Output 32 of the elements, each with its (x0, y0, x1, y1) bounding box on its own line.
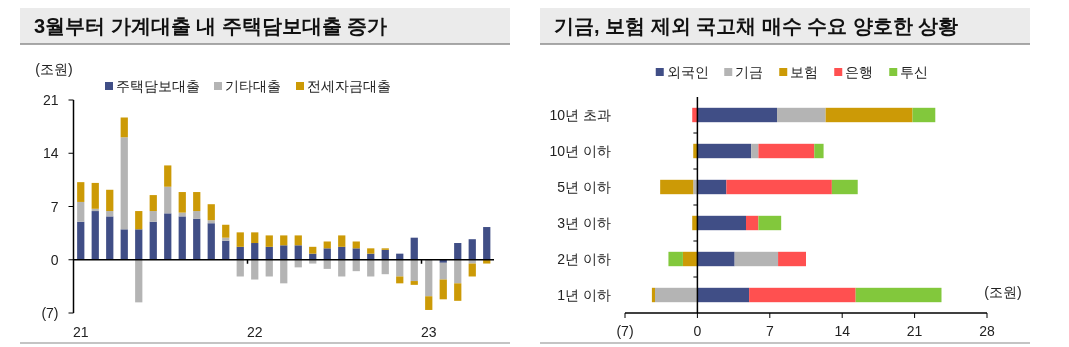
y-tick-label: 7 (50, 198, 59, 215)
x-tick-label: (7) (616, 323, 634, 339)
legend-label: 투신 (900, 64, 929, 80)
y-tick-label: 2년 이하 (557, 251, 611, 267)
x-tick-label: 14 (834, 323, 851, 339)
x-axis-title: (조원) (984, 284, 1022, 300)
y-tick-label: 0 (50, 251, 59, 268)
y-tick-label: 21 (42, 92, 59, 108)
x-tick-label: 0 (693, 323, 702, 339)
y-tick-label: 10년 초과 (549, 107, 611, 123)
y-tick-label: 5년 이하 (557, 179, 611, 195)
x-tick-label: 22 (246, 324, 263, 340)
y-tick-label: 10년 이하 (549, 143, 611, 159)
legend-label: 기타대출 (225, 78, 281, 94)
legend-label: 외국인 (666, 64, 709, 80)
x-tick-label: 7 (765, 323, 774, 339)
legend-label: 주택담보대출 (116, 78, 200, 94)
y-tick-label: 3년 이하 (557, 215, 611, 231)
y-axis-title: (조원) (35, 61, 73, 77)
x-tick-label: 21 (72, 324, 89, 340)
legend-label: 전세자금대출 (307, 78, 391, 94)
x-tick-label: 28 (979, 323, 995, 339)
y-tick-label: 14 (42, 145, 59, 162)
legend-label: 보험 (790, 64, 819, 80)
legend-label: 기금 (735, 64, 764, 80)
legend-label: 은행 (845, 64, 874, 80)
chart-title: 기금, 보험 제외 국고채 매수 수요 양호한 상황 (554, 15, 959, 37)
x-tick-label: 23 (420, 324, 437, 340)
y-tick-label: 1년 이하 (557, 287, 611, 303)
x-tick-label: 21 (906, 323, 923, 339)
chart-title: 3월부터 가계대출 내 주택담보대출 증가 (34, 15, 388, 37)
y-tick-label: (7) (41, 305, 59, 321)
